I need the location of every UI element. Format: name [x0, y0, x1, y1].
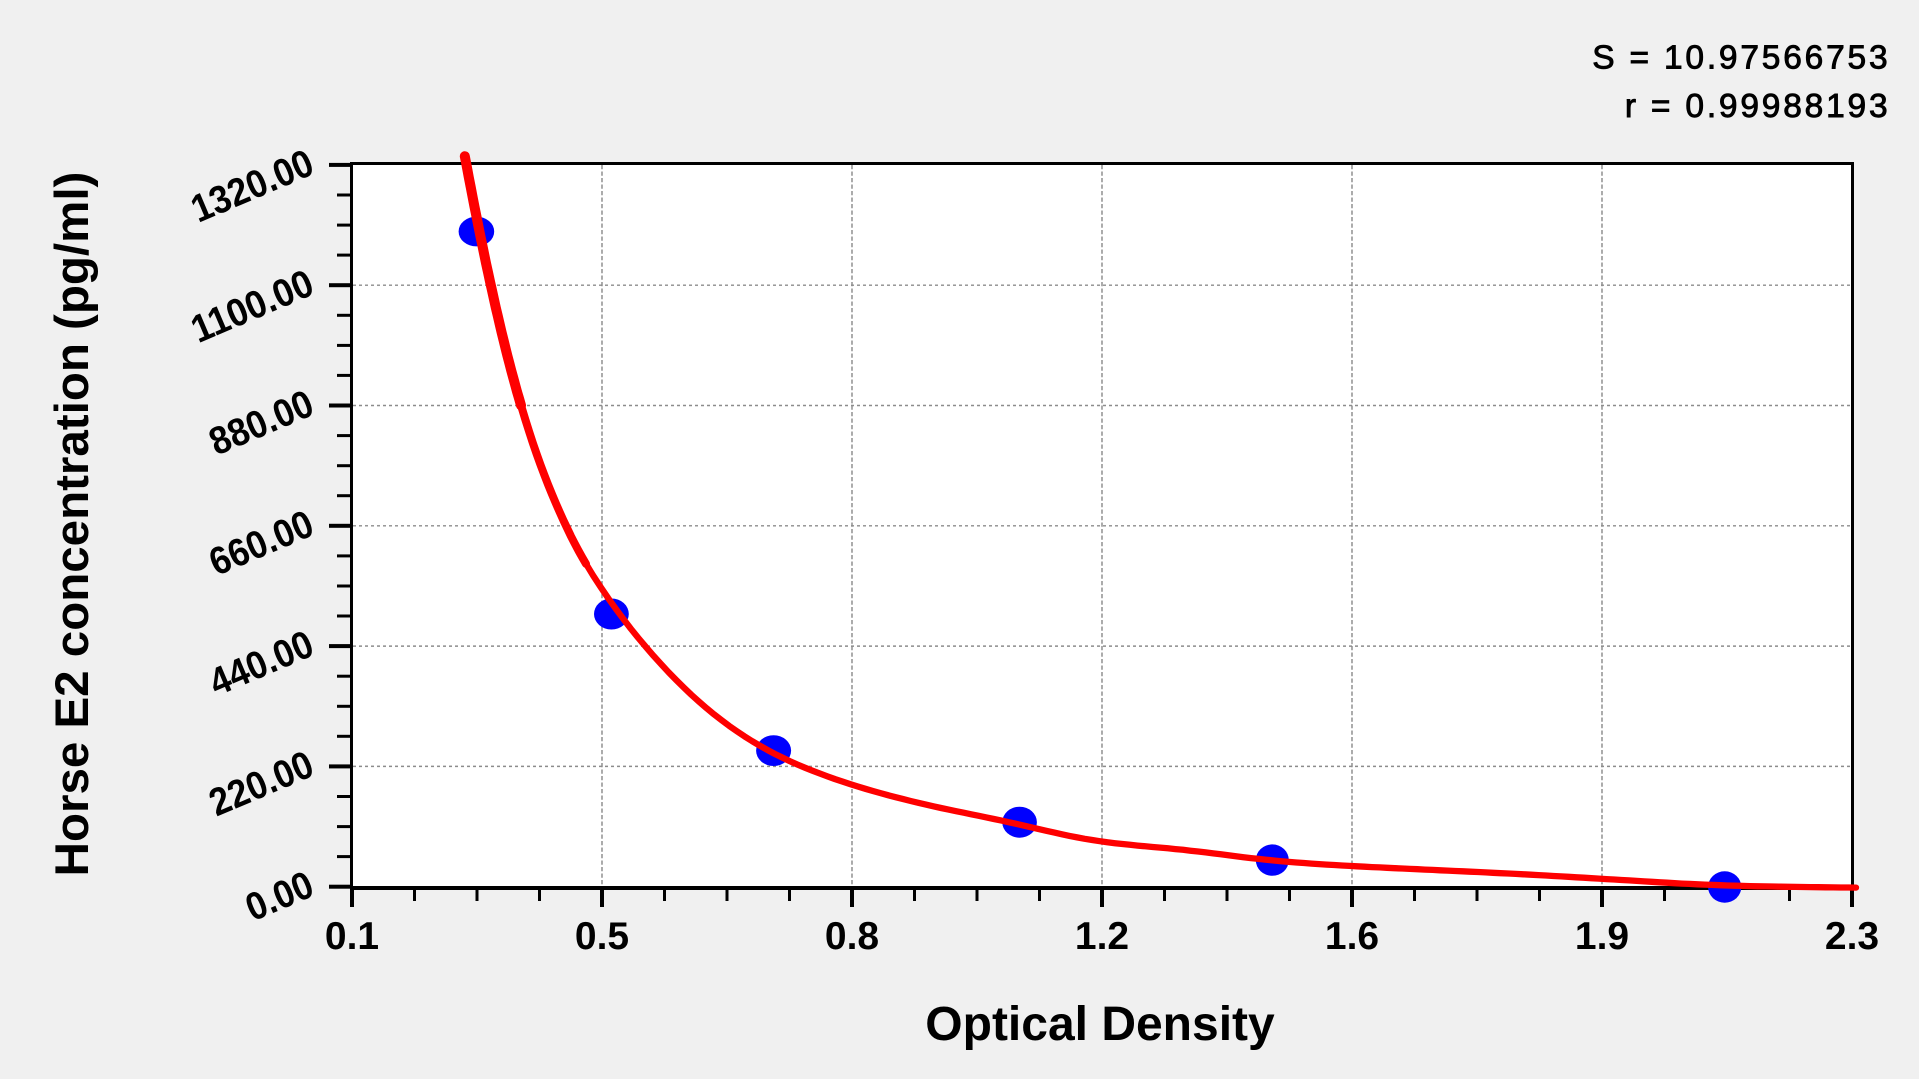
svg-text:r = 0.99988193: r = 0.99988193 [1625, 88, 1891, 125]
svg-text:1.2: 1.2 [1075, 915, 1129, 958]
svg-text:0.1: 0.1 [325, 915, 379, 958]
svg-text:S = 10.97566753: S = 10.97566753 [1592, 39, 1890, 76]
svg-text:Optical Density: Optical Density [925, 998, 1275, 1051]
svg-text:1.9: 1.9 [1575, 915, 1629, 958]
svg-text:0.8: 0.8 [825, 915, 879, 958]
svg-text:2.3: 2.3 [1825, 915, 1879, 958]
svg-text:0.5: 0.5 [575, 915, 629, 958]
svg-text:1.6: 1.6 [1325, 915, 1379, 958]
svg-text:Horse E2 concentration (pg/ml): Horse E2 concentration (pg/ml) [46, 172, 99, 877]
